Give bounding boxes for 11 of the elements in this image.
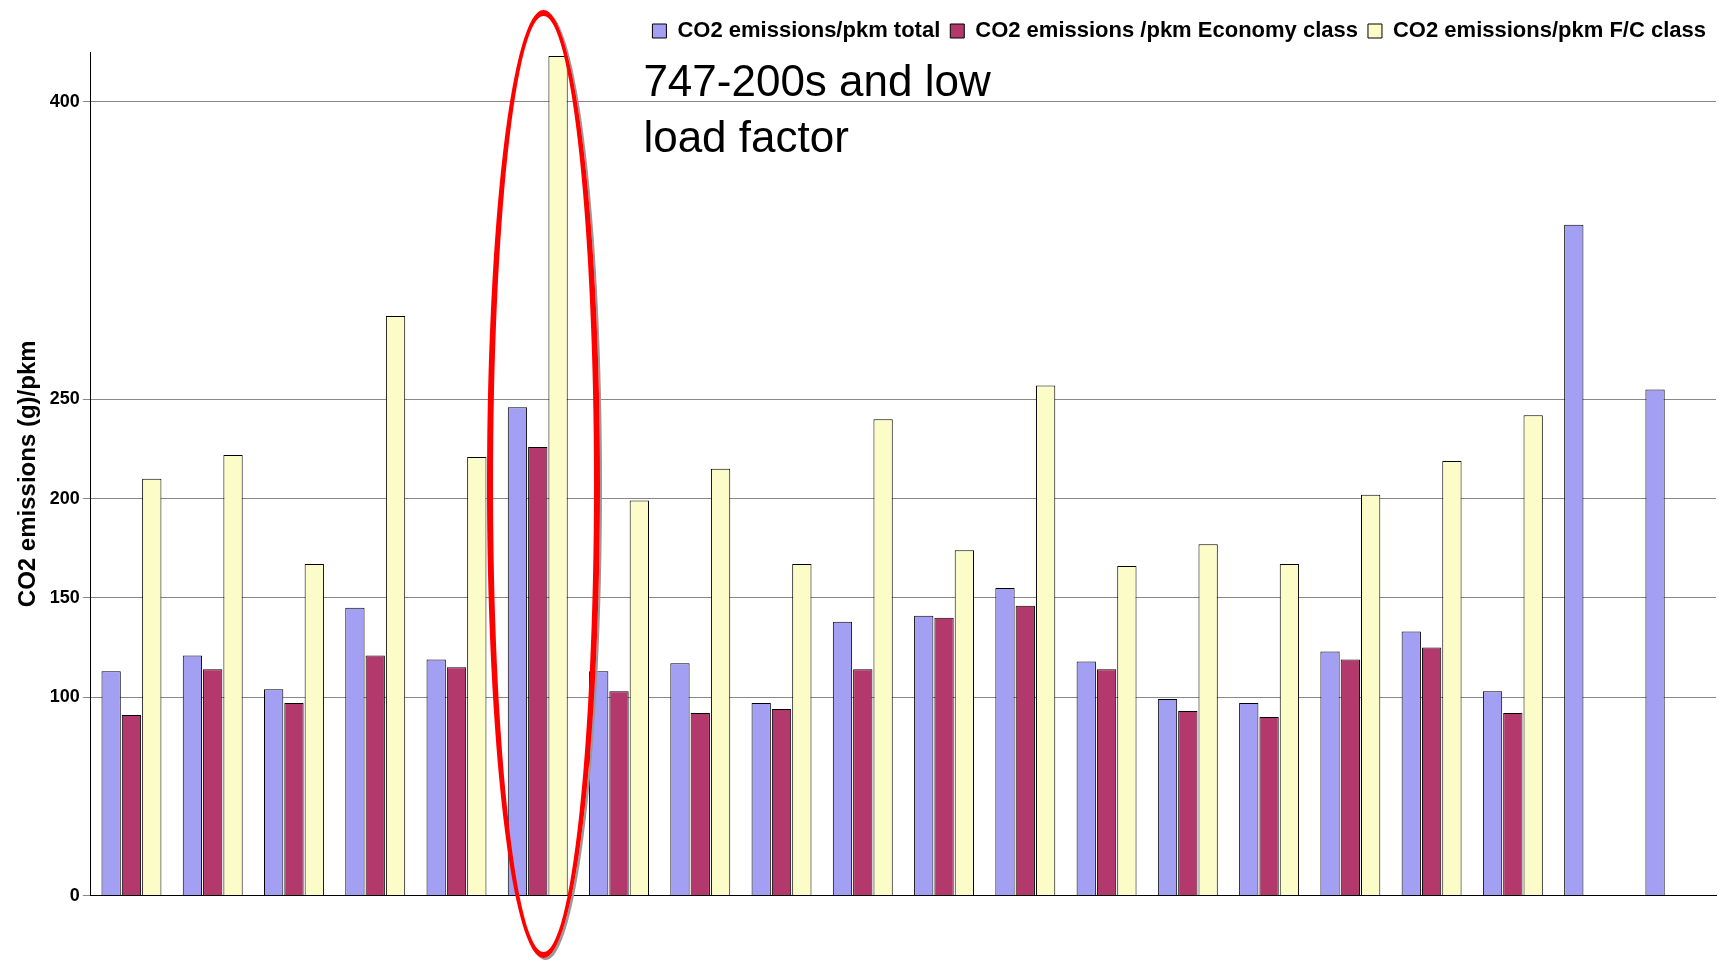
y-tick-label: 100 (49, 686, 80, 707)
legend-label: CO2 emissions/pkm total (677, 17, 941, 43)
y-axis-title: CO2 emissions (g)/pkm (13, 340, 41, 608)
legend-label: CO2 emissions /pkm Economy class (975, 17, 1358, 43)
y-tick-label: 0 (69, 884, 80, 905)
y-tick-label: 250 (49, 388, 80, 409)
y-tick-label: 200 (49, 487, 80, 508)
legend-label: CO2 emissions/pkm F/C class (1392, 17, 1707, 43)
annotation: 747-200s and low load factor (643, 56, 991, 162)
y-tick-label: 150 (49, 586, 80, 607)
y-tick-label: 400 (49, 90, 80, 111)
